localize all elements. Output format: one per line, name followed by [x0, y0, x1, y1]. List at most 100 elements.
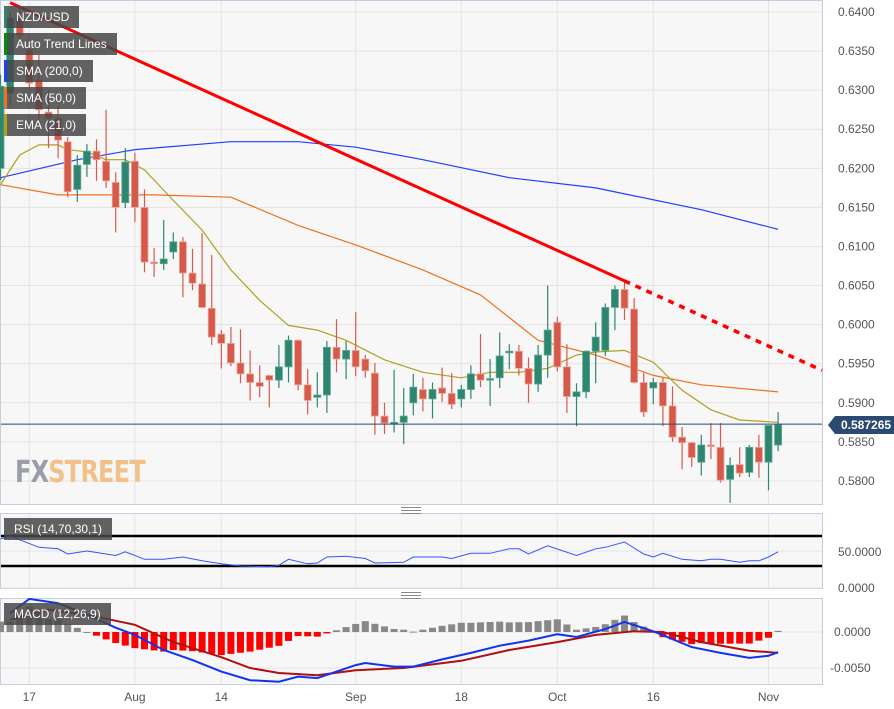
macd-tick-label: -0.0050	[830, 661, 871, 675]
legend-item[interactable]: SMA (50,0)	[4, 87, 87, 109]
candle-body	[755, 446, 763, 463]
macd-histogram-bar	[371, 623, 379, 632]
macd-histogram-bar	[150, 632, 158, 651]
date-tick-label: 16	[647, 690, 661, 704]
price-tick-label: 0.6300	[838, 83, 875, 97]
macd-histogram-bar	[409, 631, 417, 633]
macd-histogram-bar	[438, 625, 446, 632]
candle-body	[649, 382, 658, 389]
candle	[495, 332, 504, 388]
candle-body	[246, 373, 255, 383]
macd-histogram-bar	[237, 632, 244, 653]
candle	[130, 152, 139, 223]
candle	[601, 303, 610, 356]
legend-item[interactable]: SMA (200,0)	[4, 60, 93, 82]
candle	[735, 447, 744, 478]
candle-body	[764, 425, 773, 463]
macd-histogram-bar	[352, 623, 360, 632]
candle	[370, 362, 379, 435]
macd-histogram-bar	[83, 632, 91, 633]
candle-body	[543, 329, 552, 356]
macd-histogram-bar	[457, 622, 465, 632]
macd-resize-handle[interactable]	[401, 592, 421, 599]
candle-body	[169, 241, 178, 253]
candle	[63, 137, 72, 198]
macd-histogram-bar	[544, 620, 552, 632]
macd-histogram-bar	[323, 632, 331, 634]
candle	[73, 155, 82, 202]
candle	[630, 298, 638, 384]
rsi-resize-handle[interactable]	[401, 507, 421, 514]
macd-histogram-bar	[294, 632, 302, 637]
price-tick-label: 0.5850	[838, 435, 875, 449]
candle	[659, 377, 667, 427]
candle-body	[351, 350, 360, 368]
candle	[563, 344, 571, 413]
candle	[380, 402, 389, 435]
candle	[284, 335, 293, 383]
candle-body	[140, 206, 149, 263]
candle	[697, 434, 706, 476]
candle	[639, 373, 648, 417]
candle	[121, 147, 130, 209]
candle	[92, 139, 101, 181]
macd-histogram-bar	[6, 621, 14, 632]
legend-label: EMA (21,0)	[16, 118, 77, 132]
candle	[207, 255, 216, 345]
macd-histogram-bar	[640, 626, 648, 632]
candle	[726, 457, 734, 503]
rsi-label: RSI (14,70,30,1)	[4, 518, 113, 540]
macd-histogram-bar	[93, 632, 100, 636]
candle	[764, 425, 773, 491]
candle	[274, 344, 283, 388]
macd-histogram-bar	[525, 622, 532, 632]
macd-histogram-bar	[621, 615, 628, 632]
macd-histogram-bar	[0, 621, 4, 632]
macd-histogram-bar	[304, 632, 312, 637]
candle	[678, 427, 686, 470]
candle-body	[111, 181, 120, 208]
candle	[399, 387, 408, 445]
candle	[178, 237, 187, 298]
candle-body	[361, 358, 370, 372]
candle	[198, 233, 207, 309]
price-tick-label: 0.5950	[838, 357, 875, 371]
candle-body	[505, 350, 514, 354]
main-panel	[0, 0, 823, 505]
macd-histogram-bar	[179, 632, 187, 651]
macd-histogram-bar	[342, 627, 350, 632]
candle	[169, 232, 178, 259]
macd-histogram-bar	[419, 629, 427, 632]
legend-item[interactable]: NZD/USD	[4, 6, 80, 28]
trend-line-projection	[623, 279, 823, 372]
legend-label: NZD/USD	[16, 10, 70, 24]
legend-item[interactable]: EMA (21,0)	[4, 114, 87, 136]
candle	[332, 319, 341, 373]
candle-body	[159, 258, 168, 265]
date-tick-label: Nov	[758, 690, 779, 704]
candle-body	[495, 355, 504, 379]
macd-histogram-bar	[131, 632, 139, 649]
candle-body	[735, 464, 744, 474]
candle-body	[515, 350, 523, 369]
candle-body	[630, 308, 638, 383]
candle-body	[294, 339, 303, 386]
legend-swatch	[4, 114, 7, 136]
legend-item[interactable]: Auto Trend Lines	[4, 33, 117, 55]
macd-histogram-bar	[333, 630, 340, 632]
macd-histogram-bar	[755, 632, 763, 641]
macd-histogram-bar	[688, 632, 696, 645]
candle-body	[591, 336, 600, 352]
candle-body	[63, 141, 72, 193]
candle-body	[226, 342, 235, 364]
candle-body	[447, 393, 456, 405]
candle	[438, 367, 447, 403]
sma-50-line	[0, 184, 779, 393]
candle-body	[322, 346, 331, 396]
macd-histogram-bar	[477, 622, 484, 632]
macd-histogram-bar	[429, 627, 436, 632]
macd-histogram-bar	[765, 632, 772, 638]
macd-histogram-bar	[669, 632, 676, 640]
candle	[217, 330, 226, 369]
